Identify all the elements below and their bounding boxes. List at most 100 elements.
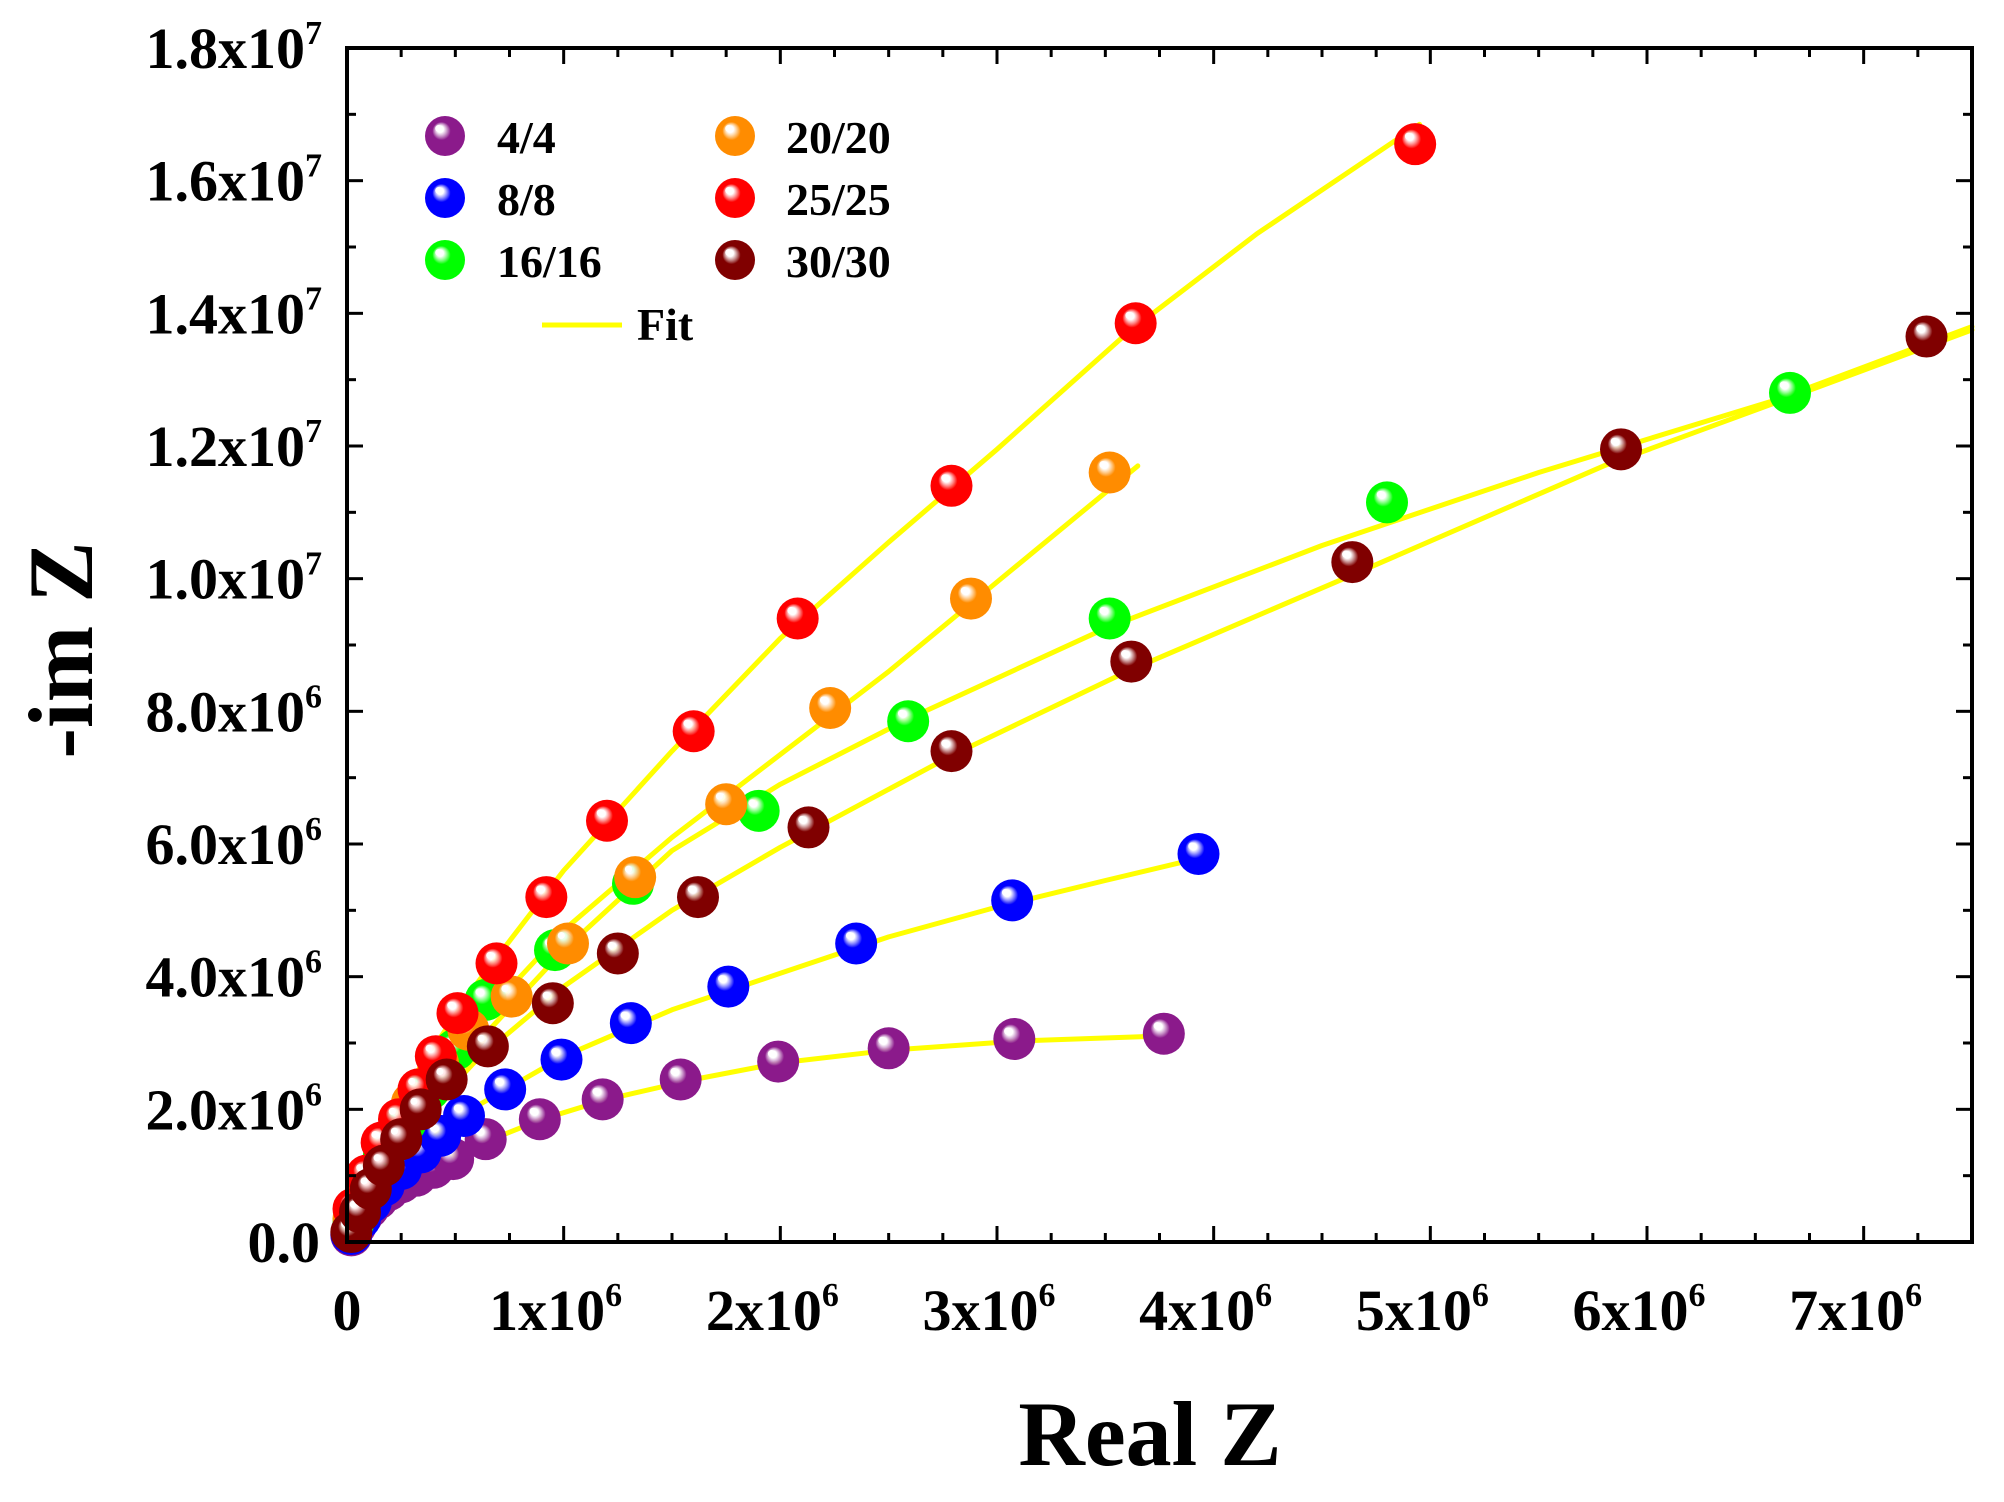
data-point-25-25-body [930, 464, 973, 507]
y-tick-labels: 0.0 2.0x106 4.0x106 6.0x106 8.0x106 1.0x107 1.… [146, 15, 323, 1275]
data-point-25-25-body [525, 876, 568, 919]
data-point-25-25-highlight [371, 1130, 379, 1139]
data-point-25-25 [475, 942, 518, 985]
data-point-20-20 [490, 975, 533, 1018]
data-point-4-4 [757, 1040, 800, 1083]
data-point-8-8 [835, 922, 878, 965]
data-point-8-8-highlight [453, 1104, 461, 1112]
data-point-30-30-highlight [798, 815, 806, 824]
data-point-16-16-body [887, 700, 930, 743]
data-point-25-25-highlight [408, 1077, 416, 1086]
data-point-16-16 [1366, 481, 1408, 524]
data-point-25-25-highlight [536, 885, 544, 893]
legend-label-fit: Fit [637, 299, 694, 350]
legend-marker-25-25-highlight [725, 187, 732, 194]
data-point-30-30 [1905, 315, 1948, 358]
x-tick-label: 1x106 [489, 1277, 622, 1343]
data-point-20-20-body [809, 687, 852, 730]
data-point-8-8-highlight [1188, 842, 1196, 850]
data-point-30-30-body [1110, 640, 1153, 683]
data-point-4-4 [993, 1018, 1036, 1061]
x-tick-label: 0 [333, 1278, 362, 1343]
data-point-8-8-highlight [620, 1011, 628, 1019]
legend-label-25-25: 25/25 [786, 174, 891, 225]
legend-marker-25-25 [715, 178, 755, 218]
data-point-4-4 [1142, 1012, 1185, 1055]
data-point-4-4-highlight [1153, 1022, 1161, 1030]
data-point-8-8-body [609, 1002, 652, 1045]
data-point-30-30 [596, 932, 639, 975]
data-point-30-30-highlight [410, 1097, 418, 1105]
data-point-25-25-highlight [1404, 132, 1413, 140]
data-point-8-8-body [1177, 832, 1220, 875]
data-point-16-16-highlight [897, 709, 906, 717]
data-point-4-4-body [581, 1078, 624, 1121]
data-point-20-20 [950, 577, 992, 620]
legend-marker-8-8-highlight [435, 187, 442, 194]
data-point-25-25-body [776, 597, 819, 640]
data-point-16-16-highlight [1779, 381, 1787, 389]
data-point-25-25-highlight [425, 1044, 433, 1052]
data-point-30-30-body [677, 876, 719, 919]
data-point-20-20-highlight [819, 696, 828, 704]
data-point-25-25-highlight [388, 1107, 396, 1115]
data-point-30-30-highlight [1121, 650, 1129, 658]
data-point-20-20-highlight [557, 931, 565, 940]
legend-marker-16-16-body [425, 240, 465, 280]
data-point-20-20-highlight [715, 792, 724, 800]
data-point-16-16 [737, 789, 780, 832]
data-point-16-16-highlight [1376, 490, 1384, 498]
axis-ticks [345, 46, 1974, 1244]
legend-marker-30-30-body [715, 240, 755, 280]
data-point-30-30-highlight [542, 991, 550, 999]
data-point-16-16 [1769, 371, 1811, 414]
data-point-25-25 [672, 710, 715, 753]
y-axis-label: -im Z [10, 541, 112, 758]
legend-label-4-4: 4/4 [497, 112, 556, 163]
legend-marker-4-4-highlight [435, 124, 442, 132]
data-point-30-30-highlight [390, 1127, 399, 1135]
data-point-4-4-highlight [529, 1107, 537, 1115]
data-point-30-30-body [399, 1088, 442, 1131]
data-point-30-30 [1331, 541, 1374, 584]
data-point-16-16-highlight [475, 988, 483, 996]
legend-marker-8-8 [425, 178, 465, 218]
data-point-30-30-highlight [477, 1034, 485, 1042]
data-point-25-25-body [436, 992, 479, 1035]
data-point-25-25-body [1394, 123, 1437, 166]
data-point-8-8-highlight [845, 931, 854, 940]
data-point-30-30 [399, 1088, 442, 1131]
legend: 4/4 8/8 16/16 20/20 25/25 30/30 Fit [425, 112, 891, 350]
y-tick-label: 2.0x106 [146, 1076, 323, 1142]
x-tick-label: 4x106 [1139, 1277, 1272, 1343]
legend-marker-25-25-body [715, 178, 755, 218]
data-point-8-8-body [835, 922, 878, 965]
data-point-25-25 [525, 876, 568, 919]
data-point-8-8-highlight [551, 1048, 559, 1056]
data-point-4-4-highlight [670, 1067, 678, 1076]
data-point-25-25-body [475, 942, 518, 985]
y-tick-label: 8.0x106 [146, 678, 323, 744]
data-point-30-30-highlight [436, 1067, 444, 1076]
y-tick-label: 1.2x107 [146, 413, 323, 479]
y-tick-label: 1.6x107 [146, 148, 323, 214]
y-tick-label: 6.0x106 [146, 811, 323, 877]
data-point-20-20 [547, 922, 589, 965]
data-point-20-20-highlight [501, 985, 509, 993]
legend-marker-30-30-highlight [725, 249, 732, 256]
data-point-16-16-body [1366, 481, 1408, 524]
data-point-20-20-highlight [1099, 460, 1107, 469]
legend-marker-16-16-highlight [435, 249, 442, 256]
data-point-30-30-body [1600, 428, 1642, 471]
data-point-4-4-highlight [1004, 1027, 1012, 1035]
data-point-30-30-highlight [1610, 437, 1618, 445]
data-point-4-4 [518, 1098, 561, 1141]
data-point-30-30 [1110, 640, 1153, 683]
data-point-30-30-body [466, 1025, 509, 1068]
y-tick-label: 0.0 [248, 1210, 321, 1275]
data-point-16-16-highlight [1099, 606, 1107, 615]
data-point-8-8 [443, 1094, 485, 1137]
data-point-20-20-highlight [624, 865, 633, 873]
